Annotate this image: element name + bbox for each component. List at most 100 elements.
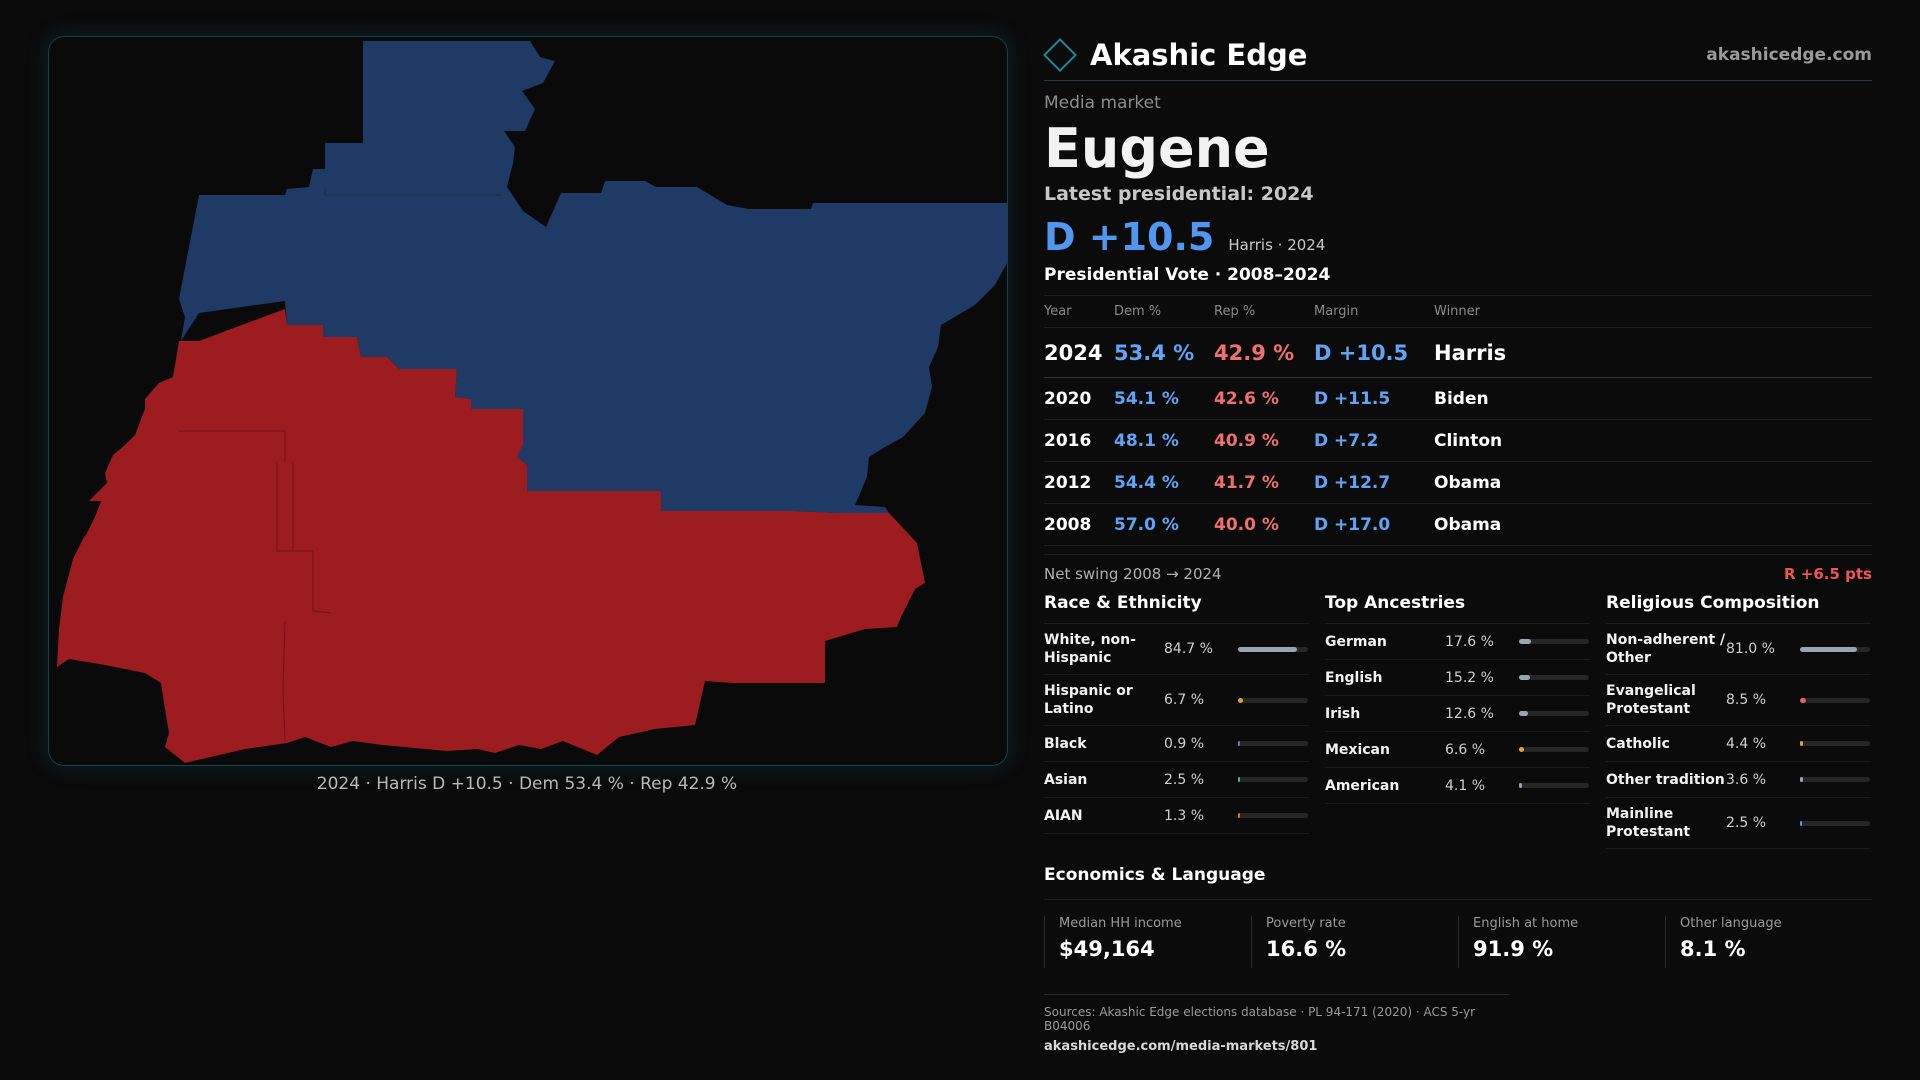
presidential-vote-table: Year Dem % Rep % Margin Winner 2024 53.4… <box>1044 296 1872 546</box>
cell-dem: 54.4 % <box>1114 461 1214 504</box>
demo-bar-fill <box>1519 711 1528 716</box>
list-item: AIAN 1.3 % <box>1044 798 1309 834</box>
market-map[interactable] <box>48 36 1008 766</box>
stat-value: 91.9 % <box>1473 937 1554 961</box>
cell-winner: Harris <box>1434 327 1872 378</box>
demo-label: Black <box>1044 735 1087 752</box>
religion-panel: Religious Composition Non-adherent / Oth… <box>1606 593 1871 849</box>
demo-bar-fill <box>1238 646 1298 652</box>
net-swing-row: Net swing 2008 → 2024 R +6.5 pts <box>1044 554 1872 583</box>
demo-bar <box>1238 646 1308 652</box>
demo-label: German <box>1325 633 1387 650</box>
list-item: White, non-Hispanic 84.7 % <box>1044 624 1309 675</box>
demo-percent: 6.6 % <box>1445 741 1486 758</box>
stat-label: Poverty rate <box>1266 916 1346 931</box>
demo-bar <box>1800 777 1870 782</box>
cell-winner: Biden <box>1434 377 1872 420</box>
demo-bar-fill <box>1238 697 1243 703</box>
stat-label: English at home <box>1473 916 1579 931</box>
list-item: Mexican 6.6 % <box>1325 732 1590 768</box>
brand-url-link[interactable]: akashicedge.com <box>1706 45 1872 65</box>
race-ethnicity-title: Race & Ethnicity <box>1044 593 1309 624</box>
demo-percent: 4.4 % <box>1726 735 1767 752</box>
demo-percent: 8.5 % <box>1726 692 1767 708</box>
demo-bar <box>1519 639 1589 644</box>
demo-bar <box>1800 697 1870 703</box>
list-item: Hispanic or Latino 6.7 % <box>1044 675 1309 726</box>
cell-margin: D +7.2 <box>1314 419 1434 462</box>
table-row[interactable]: 2016 48.1 % 40.9 % D +7.2 Clinton <box>1044 419 1872 462</box>
map-caption: 2024 · Harris D +10.5 · Dem 53.4 % · Rep… <box>316 774 738 794</box>
source-url-link[interactable]: akashicedge.com/media-markets/801 <box>1044 1039 1318 1054</box>
demo-percent: 0.9 % <box>1164 735 1205 752</box>
brand[interactable]: Akashic Edge <box>1043 38 1308 72</box>
list-item: English 15.2 % <box>1325 660 1590 696</box>
demo-bar-fill <box>1238 777 1240 782</box>
headline-winner: Harris · 2024 <box>1228 236 1326 254</box>
cell-rep: 40.0 % <box>1214 503 1314 546</box>
demo-percent: 17.6 % <box>1445 633 1494 650</box>
cell-winner: Obama <box>1434 503 1872 546</box>
religion-title: Religious Composition <box>1606 593 1871 624</box>
demo-bar <box>1519 783 1589 788</box>
list-item: American 4.1 % <box>1325 768 1590 804</box>
stat-card: Other language 8.1 % <box>1665 916 1872 968</box>
list-item: Mainline Protestant 2.5 % <box>1606 798 1871 849</box>
table-row[interactable]: 2024 53.4 % 42.9 % D +10.5 Harris <box>1044 327 1872 378</box>
cell-rep: 40.9 % <box>1214 419 1314 462</box>
demo-label: Mainline Protestant <box>1606 806 1691 840</box>
cell-year: 2008 <box>1044 503 1114 546</box>
demo-bar <box>1238 777 1308 782</box>
demo-label: Mexican <box>1325 741 1390 758</box>
demo-percent: 12.6 % <box>1445 705 1494 722</box>
stat-card: Median HH income $49,164 <box>1044 916 1251 968</box>
info-panel: Akashic Edge akashicedge.com Media marke… <box>1043 30 1872 1054</box>
demo-percent: 2.5 % <box>1726 815 1767 831</box>
ancestries-title: Top Ancestries <box>1325 593 1590 624</box>
demo-percent: 1.3 % <box>1164 807 1205 824</box>
cell-margin: D +12.7 <box>1314 461 1434 504</box>
cell-year: 2016 <box>1044 419 1114 462</box>
headline-margin: D +10.5 <box>1044 215 1215 259</box>
map-region-rep[interactable] <box>57 309 925 763</box>
demo-percent: 15.2 % <box>1445 669 1494 686</box>
market-kicker: Media market <box>1044 93 1161 113</box>
sources-footer: Sources: Akashic Edge elections database… <box>1044 994 1509 1054</box>
demographics-section: Race & Ethnicity White, non-Hispanic 84.… <box>1044 593 1872 849</box>
stat-card: Poverty rate 16.6 % <box>1251 916 1458 968</box>
demo-bar-fill <box>1800 820 1802 826</box>
demo-bar <box>1238 741 1308 746</box>
cell-dem: 53.4 % <box>1114 327 1214 378</box>
demo-bar <box>1800 741 1870 746</box>
table-row[interactable]: 2008 57.0 % 40.0 % D +17.0 Obama <box>1044 503 1872 546</box>
economics-stats: Median HH income $49,164 Poverty rate 16… <box>1044 916 1872 968</box>
demo-bar <box>1800 646 1870 652</box>
cell-dem: 57.0 % <box>1114 503 1214 546</box>
cell-winner: Clinton <box>1434 419 1872 462</box>
stat-label: Other language <box>1680 916 1782 931</box>
demo-label: Hispanic or Latino <box>1044 683 1133 717</box>
net-swing-label: Net swing 2008 → 2024 <box>1044 565 1222 583</box>
demo-label: Asian <box>1044 771 1088 788</box>
stat-value: $49,164 <box>1059 937 1155 961</box>
list-item: Asian 2.5 % <box>1044 762 1309 798</box>
cell-margin: D +17.0 <box>1314 503 1434 546</box>
stat-card: English at home 91.9 % <box>1458 916 1665 968</box>
demo-bar-fill <box>1519 783 1522 788</box>
demo-percent: 81.0 % <box>1726 641 1775 657</box>
headline-margin-row: D +10.5 Harris · 2024 <box>1044 215 1872 259</box>
list-item: Black 0.9 % <box>1044 726 1309 762</box>
ancestries-panel: Top Ancestries German 17.6 % English 15.… <box>1325 593 1590 849</box>
list-item: Evangelical Protestant 8.5 % <box>1606 675 1871 726</box>
economics-title: Economics & Language <box>1044 865 1872 900</box>
table-row[interactable]: 2012 54.4 % 41.7 % D +12.7 Obama <box>1044 461 1872 504</box>
demo-label: Evangelical Protestant <box>1606 683 1696 717</box>
cell-year: 2024 <box>1044 327 1114 378</box>
brand-name: Akashic Edge <box>1090 38 1308 72</box>
demo-label: Irish <box>1325 705 1361 722</box>
demo-bar <box>1519 675 1589 680</box>
map-region-dem[interactable] <box>179 41 1007 513</box>
table-row[interactable]: 2020 54.1 % 42.6 % D +11.5 Biden <box>1044 377 1872 420</box>
demo-bar <box>1238 697 1308 703</box>
demo-bar-fill <box>1519 675 1530 680</box>
